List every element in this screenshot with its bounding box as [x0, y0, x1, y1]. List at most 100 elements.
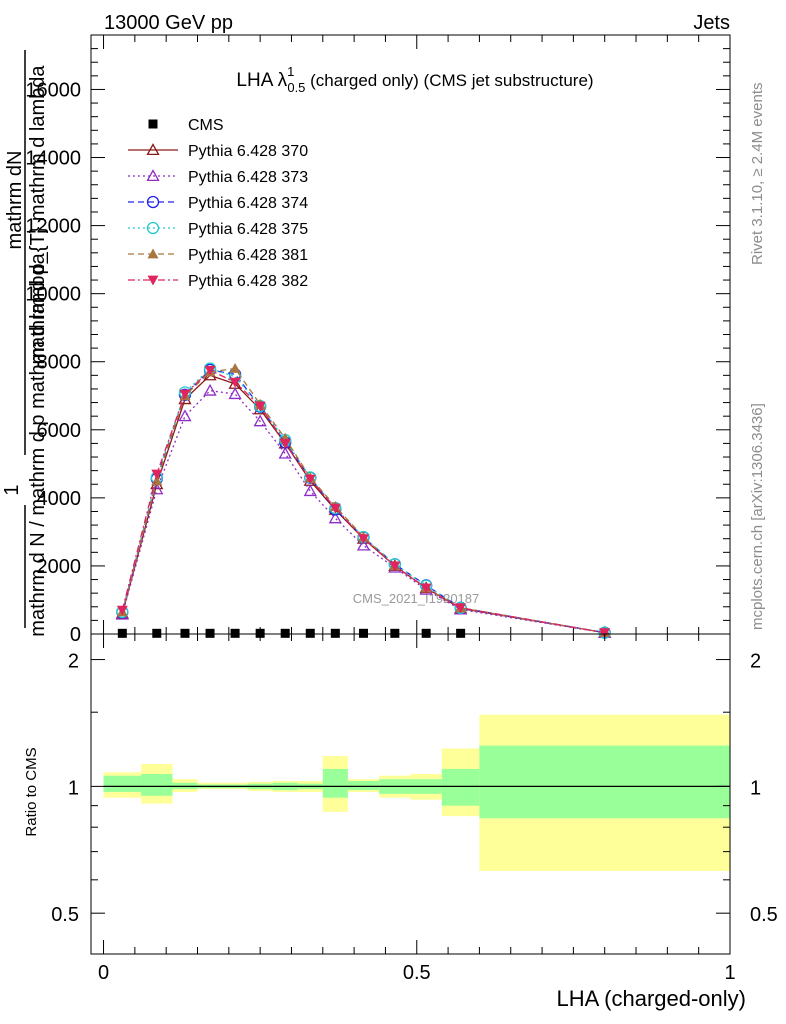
series-0-point — [330, 628, 340, 638]
series-2-point — [303, 484, 317, 497]
ratio-y-tick-label-right: 1 — [750, 777, 761, 799]
title-sup: 1 — [287, 64, 294, 79]
legend-label: Pythia 6.428 382 — [188, 273, 308, 290]
legend-label: Pythia 6.428 373 — [188, 169, 308, 186]
series-6-point — [358, 534, 370, 545]
ratio-y-tick-label: 1 — [68, 777, 79, 799]
ratio-panel: 0.5 0.51 12 2 0 0.5 1 Ratio to CMS — [23, 633, 778, 984]
series-6-point — [151, 469, 163, 480]
ratio-inner-band — [103, 775, 142, 792]
legend-marker — [148, 119, 158, 129]
series-2-point — [150, 482, 164, 495]
series-0-point — [230, 628, 240, 638]
legend: CMS Pythia 6.428 370 Pythia 6.428 373 Pythi… — [128, 117, 308, 290]
series-0-point — [152, 628, 162, 638]
series-6-point — [599, 628, 611, 639]
category-label: Jets — [693, 12, 730, 34]
series-6-point — [420, 583, 432, 594]
series-0-point — [117, 628, 127, 638]
series-0-point — [305, 628, 315, 638]
main-plot-frame — [90, 34, 731, 635]
ratio-y-tick-label-right: 2 — [750, 651, 761, 673]
ratio-inner-band — [141, 773, 173, 796]
y-tick-label: 10000 — [25, 284, 81, 306]
series-0-point — [205, 628, 215, 638]
y-tick-label: 2000 — [37, 556, 82, 578]
title-rest: (charged only) (CMS jet substructure) — [305, 71, 593, 90]
series-2-point — [328, 511, 342, 524]
series-6-point — [389, 561, 401, 572]
series-6-point — [304, 474, 316, 485]
ratio-inner-band — [347, 780, 380, 791]
series-2-point — [203, 383, 217, 396]
series-6-point — [455, 603, 467, 614]
series-6-point — [279, 439, 291, 449]
series-0-point — [456, 628, 466, 638]
series-0-point — [280, 628, 290, 638]
y-label-num: 1 — [1, 484, 23, 495]
y-tick-label: 8000 — [37, 352, 82, 374]
legend-marker — [147, 275, 159, 286]
x-tick-label: 1 — [724, 962, 735, 984]
series-2-point — [178, 409, 192, 422]
series-6-point — [329, 503, 341, 514]
series-2-point — [253, 414, 267, 427]
y-label-overlay-a: mathrm d N / mathrm d p mathrm d lambda — [27, 252, 49, 636]
x-axis-label: LHA (charged-only) — [556, 986, 746, 1011]
main-y-axis: 0 2000 4000 6000 8000 10000 12000 14000 16000 — [25, 48, 730, 646]
legend-label: Pythia 6.428 381 — [188, 247, 308, 264]
y-tick-label: 14000 — [25, 148, 81, 170]
legend-marker — [146, 169, 160, 182]
ratio-bands — [103, 714, 730, 871]
energy-label: 13000 GeV pp — [104, 12, 233, 34]
ratio-inner-band — [479, 745, 730, 819]
legend-label: Pythia 6.428 370 — [188, 143, 308, 160]
y-tick-label: 4000 — [37, 488, 82, 510]
ratio-y-axis: 0.5 0.5 1 1 2 2 — [51, 651, 778, 927]
title-main: LHA λ — [236, 70, 287, 91]
series-6-point — [254, 401, 266, 412]
series-6-point — [229, 377, 241, 388]
ratio-y-tick-label: 0.5 — [51, 904, 79, 926]
series-2-point — [356, 538, 371, 551]
y-label-frac-bottom: mathrm d p_{T} mathrm d lambda — [27, 65, 49, 365]
series-2-point — [278, 446, 292, 459]
main-panel: 0 2000 4000 6000 8000 10000 12000 14000 16000 CM… — [1, 34, 731, 646]
legend-label: Pythia 6.428 375 — [188, 221, 308, 238]
legend-marker — [146, 221, 160, 235]
series-6-point — [116, 605, 128, 616]
y-label-frac-top: mathrm dN — [4, 151, 26, 250]
legend-marker — [146, 195, 160, 209]
ratio-x-axis: 0 0.5 1 — [98, 634, 736, 984]
ratio-y-tick-label: 2 — [68, 651, 79, 673]
ratio-inner-band — [322, 768, 348, 798]
rivet-version-label: Rivet 3.1.10, ≥ 2.4M events — [749, 83, 766, 266]
main-y-label: mathrm dN mathrm d p_{T} mathrm d lambda… — [1, 50, 49, 637]
y-tick-label: 16000 — [25, 79, 81, 101]
series-0-point — [359, 628, 369, 638]
series-6-point — [204, 365, 216, 376]
series-0-point — [180, 628, 190, 638]
ratio-y-tick-label-right: 0.5 — [750, 904, 778, 926]
main-x-axis — [103, 35, 731, 634]
title-sub: 0.5 — [287, 80, 305, 95]
legend-label: CMS — [188, 117, 224, 134]
legend-marker — [147, 248, 159, 259]
series-0-point — [390, 628, 400, 638]
series-0-point — [421, 628, 431, 638]
ratio-inner-band — [441, 768, 480, 806]
x-tick-label: 0 — [98, 962, 109, 984]
y-tick-label: 6000 — [37, 420, 82, 442]
series-6-point — [179, 389, 191, 400]
series-5-point — [229, 363, 241, 373]
legend-marker — [146, 143, 160, 156]
legend-label: Pythia 6.428 374 — [188, 195, 308, 212]
y-tick-label: 12000 — [25, 216, 81, 238]
series-2-point — [228, 387, 242, 400]
series-0-point — [255, 628, 265, 638]
x-tick-label: 0.5 — [403, 962, 431, 984]
ratio-y-label: Ratio to CMS — [23, 747, 40, 836]
mcplots-label: mcplots.cern.ch [arXiv:1306.3436] — [749, 403, 766, 630]
ratio-plot-frame-top — [90, 633, 731, 955]
